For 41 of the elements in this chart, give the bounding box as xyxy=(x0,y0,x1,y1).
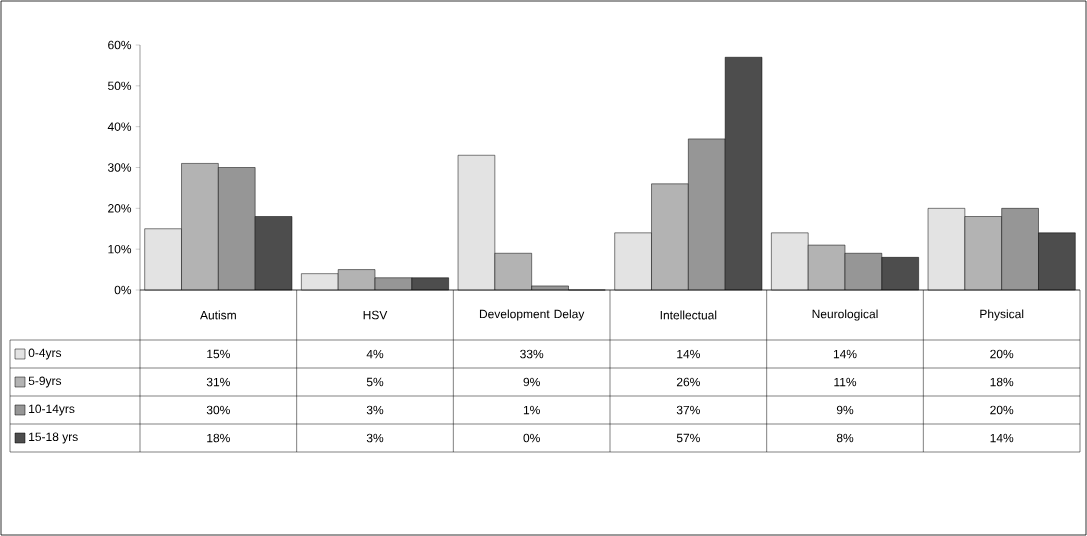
data-label: 14% xyxy=(677,349,700,359)
data-label: 3% xyxy=(366,405,384,415)
data-label: 5% xyxy=(366,377,384,387)
data-label: 1% xyxy=(523,405,540,415)
data-label: 14% xyxy=(990,433,1014,443)
data-label: 18% xyxy=(990,377,1014,387)
y-tick-label: 30% xyxy=(107,163,132,172)
data-label: 14% xyxy=(833,349,857,359)
data-label: 20% xyxy=(990,349,1014,359)
data-label: 18% xyxy=(207,433,230,443)
legend-label: 15-18 yrs xyxy=(29,432,78,444)
y-tick-label: 50% xyxy=(108,81,132,91)
x-tick-label: Autism xyxy=(200,310,236,320)
x-tick-label: Neurological xyxy=(812,309,878,321)
x-tick-label: Intellectual xyxy=(660,310,717,320)
data-label: 0% xyxy=(523,433,540,443)
data-label: 57% xyxy=(676,433,700,443)
data-label: 20% xyxy=(990,405,1014,415)
data-label: 9% xyxy=(523,377,540,387)
data-label: 3% xyxy=(366,433,384,443)
data-label: 8% xyxy=(836,433,854,443)
y-tick-label: 60% xyxy=(108,40,132,50)
data-label: 33% xyxy=(520,349,544,359)
data-label: 11% xyxy=(834,377,857,387)
legend-label: 5-9yrs xyxy=(28,376,62,388)
data-label: 31% xyxy=(206,377,230,387)
data-label: 9% xyxy=(836,405,854,415)
legend-label: 10-14yrs xyxy=(29,404,75,416)
data-label: 37% xyxy=(676,405,700,415)
data-label: 4% xyxy=(366,349,384,359)
data-label: 15% xyxy=(207,349,230,359)
data-label: 26% xyxy=(676,377,700,387)
x-tick-label: Development Delay xyxy=(479,309,585,321)
y-tick-label: 10% xyxy=(108,244,132,254)
x-tick-label: Physical xyxy=(980,309,1024,321)
y-tick-label: 0% xyxy=(114,285,132,295)
data-label: 30% xyxy=(206,405,230,415)
x-tick-label: HSV xyxy=(363,310,388,320)
y-tick-label: 20% xyxy=(108,204,132,213)
legend-label: 0-4yrs xyxy=(28,348,62,360)
y-tick-label: 40% xyxy=(107,122,132,131)
